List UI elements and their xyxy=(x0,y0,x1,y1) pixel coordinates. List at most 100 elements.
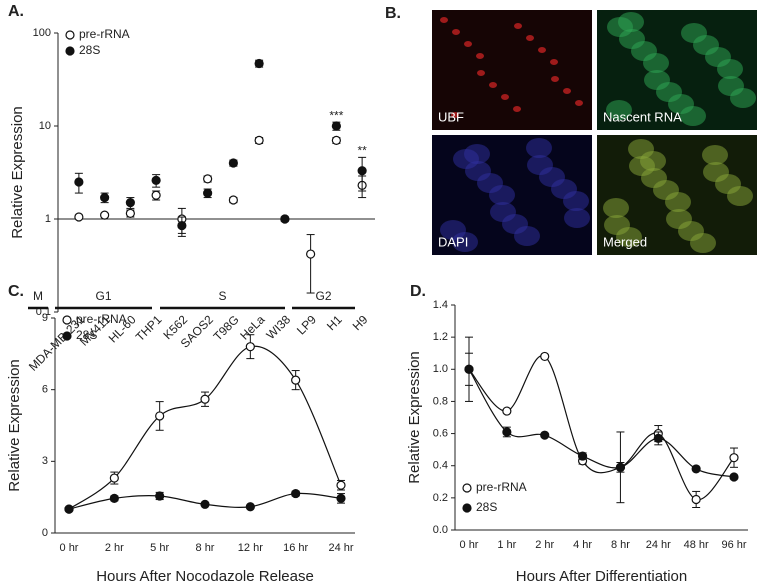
marker-open xyxy=(540,351,550,362)
marker-open xyxy=(200,394,210,404)
x-tick-label: 4 hr xyxy=(573,539,592,551)
marker-open xyxy=(151,190,161,200)
y-tick-label: 9 xyxy=(42,312,48,324)
legend-label: pre-rRNA xyxy=(79,27,130,41)
cell xyxy=(514,23,522,29)
cell xyxy=(464,41,472,47)
marker-open xyxy=(254,135,264,146)
marker-filled xyxy=(331,121,341,131)
x-tick-label: THP1 xyxy=(133,312,165,344)
x-tick-label: 48 hr xyxy=(684,539,709,551)
cell xyxy=(564,208,590,228)
legend-label: pre-rRNA xyxy=(476,480,527,494)
cell xyxy=(730,88,756,108)
x-tick-label: 8 hr xyxy=(611,539,630,551)
legend-label: 28S xyxy=(476,500,497,514)
cell xyxy=(606,100,632,120)
y-tick-label: 0.4 xyxy=(433,460,448,472)
cell xyxy=(551,76,559,82)
marker-filled xyxy=(691,464,701,474)
marker-filled xyxy=(125,198,135,208)
marker-filled xyxy=(280,214,290,224)
legend-label: 28S xyxy=(79,43,100,57)
cell xyxy=(690,233,716,253)
x-tick-label: H1 xyxy=(324,312,345,333)
image-label: Nascent RNA xyxy=(603,109,682,124)
marker-filled xyxy=(254,58,264,69)
cell xyxy=(563,191,589,211)
y-tick-label: 6 xyxy=(42,384,48,396)
image-label: UBF xyxy=(438,109,464,124)
image-label: DAPI xyxy=(438,234,468,249)
cell xyxy=(514,226,540,246)
marker-open xyxy=(331,135,341,146)
y-axis-label: Relative Expression xyxy=(406,351,423,484)
x-tick-label: 24 hr xyxy=(328,542,353,554)
marker-filled xyxy=(203,188,213,198)
marker-filled xyxy=(577,451,588,461)
cell xyxy=(451,112,459,118)
y-tick-label: 100 xyxy=(33,27,51,39)
y-tick-label: 0.2 xyxy=(433,492,448,504)
marker-filled xyxy=(464,364,474,374)
marker-open xyxy=(100,210,110,220)
phase-label: M xyxy=(33,289,43,303)
legend-marker xyxy=(62,315,72,325)
marker-filled xyxy=(502,427,512,437)
x-tick-label: 1 hr xyxy=(497,539,516,551)
y-tick-label: 1 xyxy=(45,213,51,225)
cell xyxy=(727,186,753,206)
cell xyxy=(452,232,478,252)
x-tick-label: HeLa xyxy=(237,312,267,342)
y-tick-label: 0.8 xyxy=(433,395,448,407)
cell xyxy=(526,35,534,41)
x-tick-label: 0 hr xyxy=(60,542,79,554)
cell xyxy=(680,106,706,126)
legend-marker xyxy=(65,30,75,40)
marker-open xyxy=(228,195,238,205)
marker-filled xyxy=(653,433,663,443)
marker-open xyxy=(74,212,84,222)
cell xyxy=(477,70,485,76)
x-axis-label: Hours After Differentiation xyxy=(516,568,687,585)
cell xyxy=(501,94,509,100)
marker-open xyxy=(203,174,213,184)
series-line xyxy=(468,368,735,478)
marker-filled xyxy=(74,177,84,187)
cell xyxy=(550,59,558,65)
legend-marker xyxy=(65,46,75,56)
cell xyxy=(452,29,460,35)
marker-filled xyxy=(357,166,367,176)
marker-open xyxy=(109,473,119,483)
x-tick-label: H9 xyxy=(350,312,371,333)
annotation: *** xyxy=(329,108,343,122)
cell xyxy=(575,100,583,106)
cell xyxy=(538,47,546,53)
cell xyxy=(603,198,629,218)
marker-filled xyxy=(155,491,165,501)
y-tick-label: 0 xyxy=(42,527,48,539)
cell xyxy=(513,106,521,112)
cell xyxy=(464,144,490,164)
legend-label: pre-rRNA xyxy=(76,312,127,326)
marker-filled xyxy=(245,502,255,512)
marker-filled xyxy=(336,493,346,503)
x-tick-label: 16 hr xyxy=(283,542,308,554)
x-tick-label: 96 hr xyxy=(721,539,746,551)
cell xyxy=(717,59,743,79)
cell xyxy=(440,17,448,23)
y-tick-label: 0.0 xyxy=(433,524,448,536)
phase-label: G2 xyxy=(315,289,331,303)
annotation: ** xyxy=(357,144,367,158)
panel-label: D. xyxy=(410,283,426,300)
error-bar xyxy=(306,234,315,294)
y-tick-label: 1.2 xyxy=(433,331,448,343)
y-tick-label: 1.0 xyxy=(433,363,448,375)
marker-open xyxy=(155,411,165,421)
marker-filled xyxy=(109,493,119,503)
x-tick-label: 12 hr xyxy=(238,542,263,554)
panel-label: C. xyxy=(8,283,24,300)
marker-filled xyxy=(151,175,161,186)
x-tick-label: WI38 xyxy=(264,312,294,342)
y-tick-label: 1.4 xyxy=(433,299,448,311)
